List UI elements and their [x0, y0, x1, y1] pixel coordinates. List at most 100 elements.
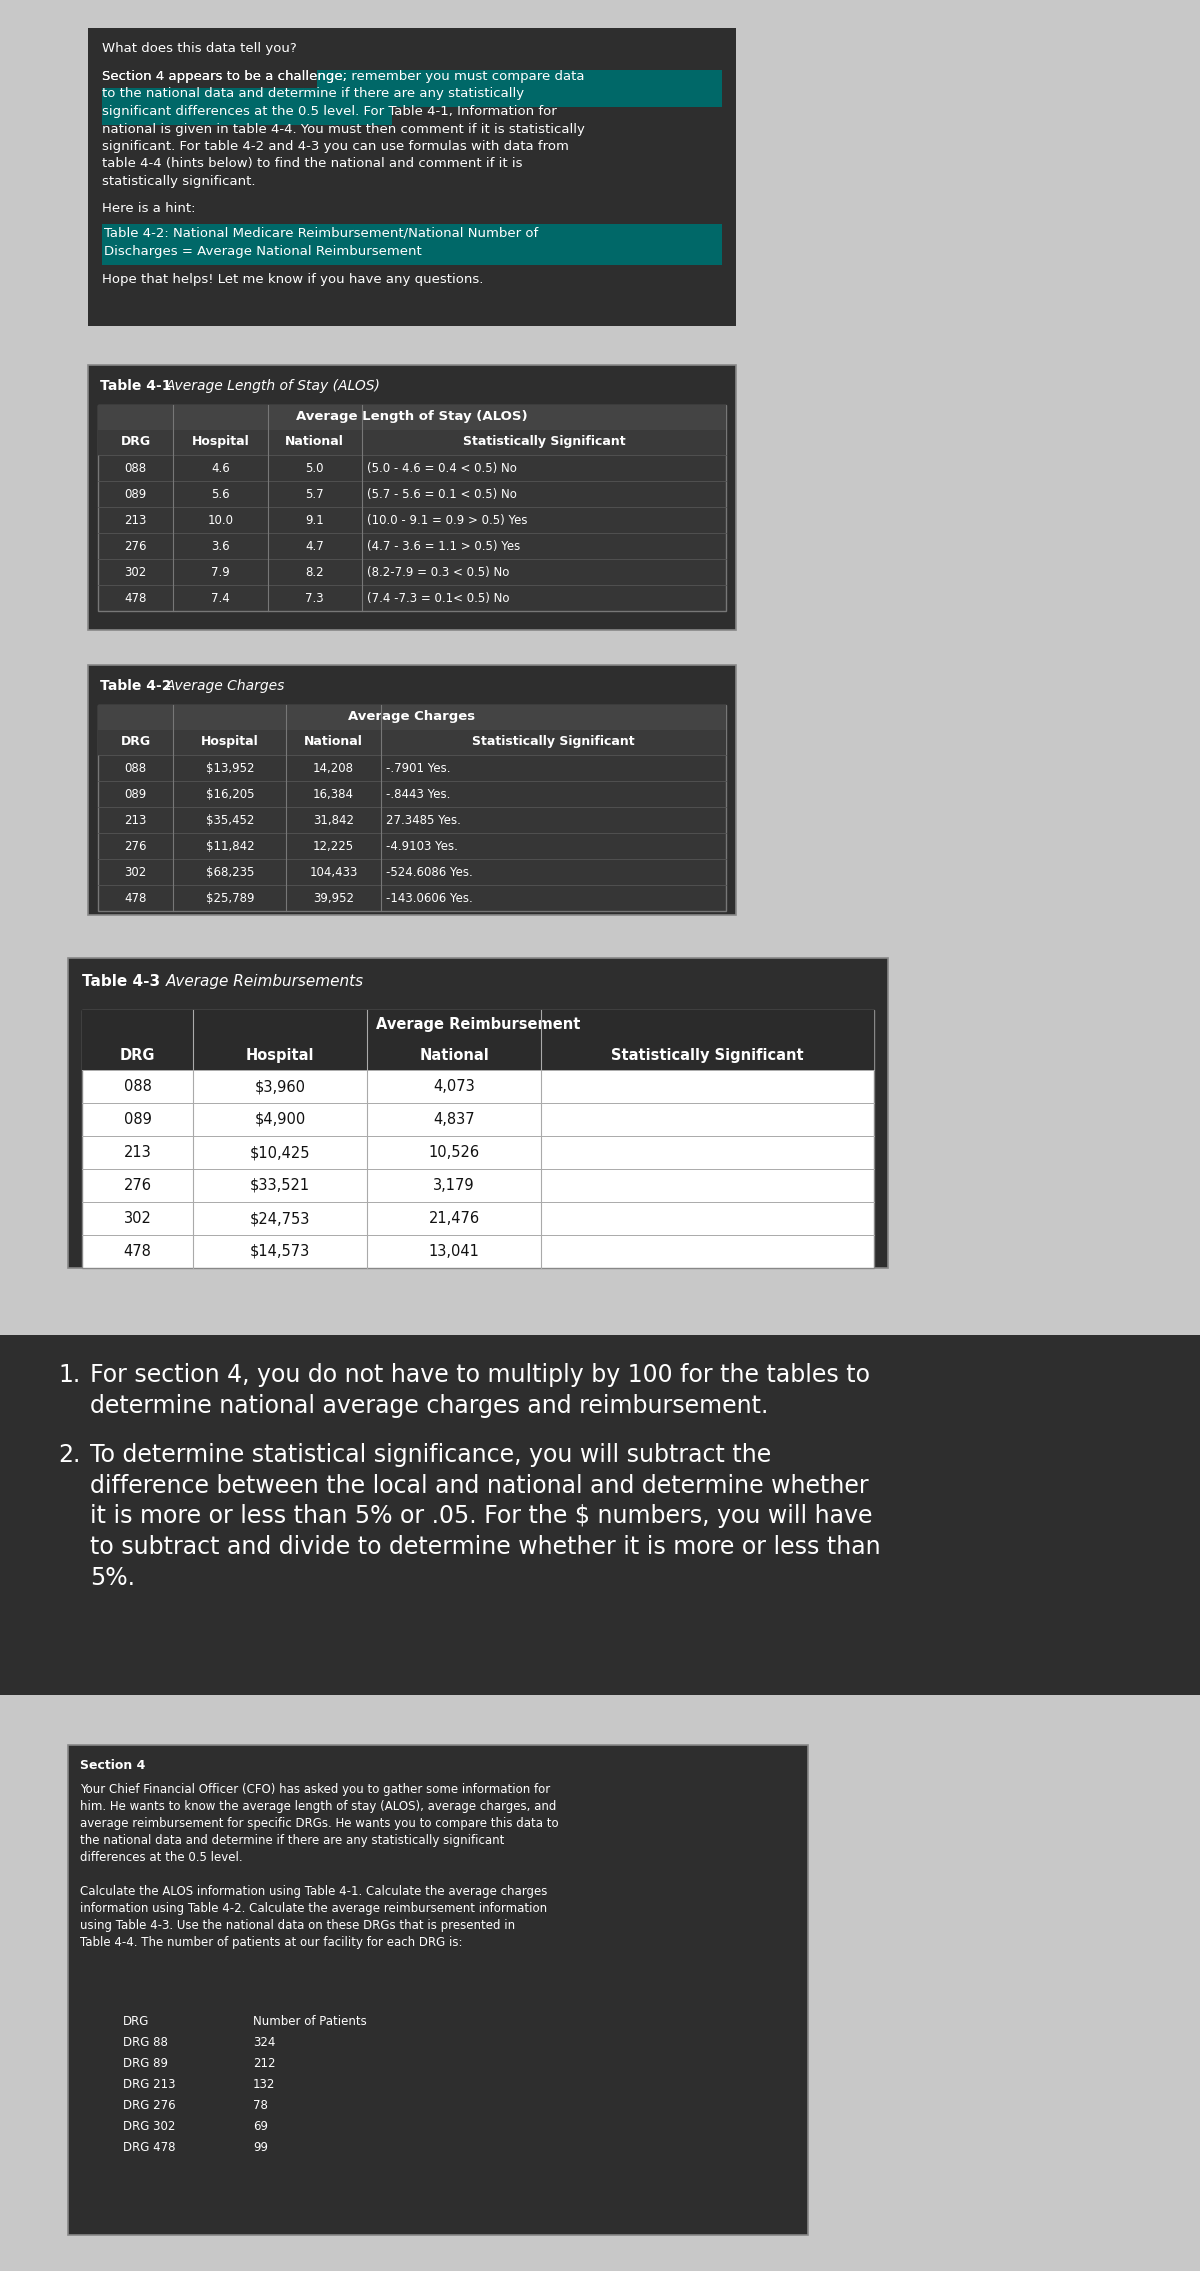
Text: $4,900: $4,900: [254, 1113, 306, 1126]
Text: 276: 276: [124, 1179, 151, 1192]
Text: national is given in table 4-4. You must then comment if it is statistically: national is given in table 4-4. You must…: [102, 123, 584, 136]
Text: 69: 69: [253, 2121, 268, 2132]
Text: National: National: [286, 436, 344, 447]
Text: $16,205: $16,205: [205, 788, 254, 802]
Text: (10.0 - 9.1 = 0.9 > 0.5) Yes: (10.0 - 9.1 = 0.9 > 0.5) Yes: [367, 513, 527, 527]
Text: 4.7: 4.7: [305, 540, 324, 554]
Text: DRG 89: DRG 89: [124, 2058, 168, 2069]
Text: DRG: DRG: [121, 436, 151, 447]
Text: 324: 324: [253, 2037, 275, 2048]
Bar: [317, 70, 722, 89]
Text: (4.7 - 3.6 = 1.1 > 0.5) Yes: (4.7 - 3.6 = 1.1 > 0.5) Yes: [367, 540, 520, 554]
Text: 12,225: 12,225: [313, 840, 354, 854]
Text: Table 4-2: Table 4-2: [100, 679, 172, 693]
Text: statistically significant.: statistically significant.: [102, 175, 256, 188]
Bar: [98, 729, 726, 754]
Text: $24,753: $24,753: [250, 1210, 310, 1226]
Text: 104,433: 104,433: [310, 865, 358, 879]
Text: Average Reimbursement: Average Reimbursement: [376, 1017, 580, 1031]
Text: 088: 088: [125, 763, 146, 774]
Text: $13,952: $13,952: [205, 763, 254, 774]
Text: Section 4 appears to be a challenge;: Section 4 appears to be a challenge;: [102, 70, 352, 84]
Text: Statistically Significant: Statistically Significant: [611, 1047, 804, 1063]
Text: DRG 302: DRG 302: [124, 2121, 175, 2132]
Text: Number of Patients: Number of Patients: [253, 2014, 367, 2028]
Bar: [98, 429, 726, 454]
Text: Table 4-3: Table 4-3: [82, 974, 160, 988]
Bar: [98, 704, 726, 729]
Text: $10,425: $10,425: [250, 1145, 311, 1160]
Text: 089: 089: [125, 788, 146, 802]
Text: (7.4 -7.3 = 0.1< 0.5) No: (7.4 -7.3 = 0.1< 0.5) No: [367, 593, 509, 604]
Text: 14,208: 14,208: [313, 763, 354, 774]
Text: 302: 302: [124, 1210, 151, 1226]
Text: $3,960: $3,960: [254, 1079, 306, 1095]
Bar: [88, 27, 736, 327]
Text: -.7901 Yes.: -.7901 Yes.: [385, 763, 450, 774]
Bar: [88, 366, 736, 629]
Text: What does this data tell you?: What does this data tell you?: [102, 41, 296, 55]
Text: -.8443 Yes.: -.8443 Yes.: [385, 788, 450, 802]
Text: 4,073: 4,073: [433, 1079, 475, 1095]
Bar: [102, 104, 392, 125]
Bar: [68, 958, 888, 1267]
Text: 7.9: 7.9: [211, 565, 230, 579]
Text: 302: 302: [125, 865, 146, 879]
Text: To determine statistical significance, you will subtract the
difference between : To determine statistical significance, y…: [90, 1442, 881, 1590]
Text: $68,235: $68,235: [205, 865, 254, 879]
Text: 4.6: 4.6: [211, 461, 230, 475]
Text: 1.: 1.: [58, 1363, 80, 1388]
Text: Section 4: Section 4: [80, 1760, 145, 1771]
Text: 2.: 2.: [58, 1442, 80, 1467]
Text: Hospital: Hospital: [202, 736, 259, 747]
Bar: [0, 1335, 1200, 1694]
Text: 3.6: 3.6: [211, 540, 229, 554]
Text: DRG: DRG: [120, 1047, 155, 1063]
Text: 478: 478: [124, 1245, 151, 1258]
Text: Statistically Significant: Statistically Significant: [462, 436, 625, 447]
Text: 27.3485 Yes.: 27.3485 Yes.: [385, 813, 461, 827]
Text: 5.7: 5.7: [305, 488, 324, 502]
Text: 088: 088: [125, 461, 146, 475]
Text: $35,452: $35,452: [205, 813, 254, 827]
Text: -524.6086 Yes.: -524.6086 Yes.: [385, 865, 473, 879]
Text: 21,476: 21,476: [428, 1210, 480, 1226]
Text: 4,837: 4,837: [433, 1113, 475, 1126]
Text: Average Length of Stay (ALOS): Average Length of Stay (ALOS): [166, 379, 380, 393]
Text: 99: 99: [253, 2142, 268, 2153]
Text: 78: 78: [253, 2098, 268, 2112]
Bar: [68, 1744, 808, 2235]
Text: (8.2-7.9 = 0.3 < 0.5) No: (8.2-7.9 = 0.3 < 0.5) No: [367, 565, 509, 579]
Text: 213: 213: [125, 813, 146, 827]
Text: -4.9103 Yes.: -4.9103 Yes.: [385, 840, 457, 854]
Text: 213: 213: [125, 513, 146, 527]
Text: 5.0: 5.0: [306, 461, 324, 475]
Text: table 4-4 (hints below) to find the national and comment if it is: table 4-4 (hints below) to find the nati…: [102, 157, 522, 170]
Text: 7.3: 7.3: [305, 593, 324, 604]
Text: Average Charges: Average Charges: [166, 679, 286, 693]
Text: Statistically Significant: Statistically Significant: [472, 736, 635, 747]
Text: Here is a hint:: Here is a hint:: [102, 202, 196, 216]
Text: 10.0: 10.0: [208, 513, 234, 527]
Text: significant differences at the 0.5 level. For Table 4-1, Information for: significant differences at the 0.5 level…: [102, 104, 557, 118]
Text: DRG: DRG: [121, 736, 151, 747]
Text: 13,041: 13,041: [428, 1245, 480, 1258]
Text: Average Length of Stay (ALOS): Average Length of Stay (ALOS): [296, 411, 528, 422]
Text: Hope that helps! Let me know if you have any questions.: Hope that helps! Let me know if you have…: [102, 273, 484, 286]
Text: 088: 088: [124, 1079, 151, 1095]
Text: 276: 276: [125, 840, 146, 854]
Text: Average Charges: Average Charges: [348, 711, 475, 722]
Text: National: National: [419, 1047, 490, 1063]
Bar: [82, 1040, 874, 1070]
Text: 10,526: 10,526: [428, 1145, 480, 1160]
Text: Section 4 appears to be a challenge; remember you must compare data: Section 4 appears to be a challenge; rem…: [102, 70, 584, 84]
Bar: [88, 665, 736, 915]
Bar: [82, 1011, 874, 1040]
Text: Your Chief Financial Officer (CFO) has asked you to gather some information for
: Your Chief Financial Officer (CFO) has a…: [80, 1783, 559, 1864]
Text: DRG 478: DRG 478: [124, 2142, 175, 2153]
Text: 276: 276: [125, 540, 146, 554]
Text: 3,179: 3,179: [433, 1179, 475, 1192]
Text: 16,384: 16,384: [313, 788, 354, 802]
Text: -143.0606 Yes.: -143.0606 Yes.: [385, 893, 473, 906]
Text: 089: 089: [125, 488, 146, 502]
